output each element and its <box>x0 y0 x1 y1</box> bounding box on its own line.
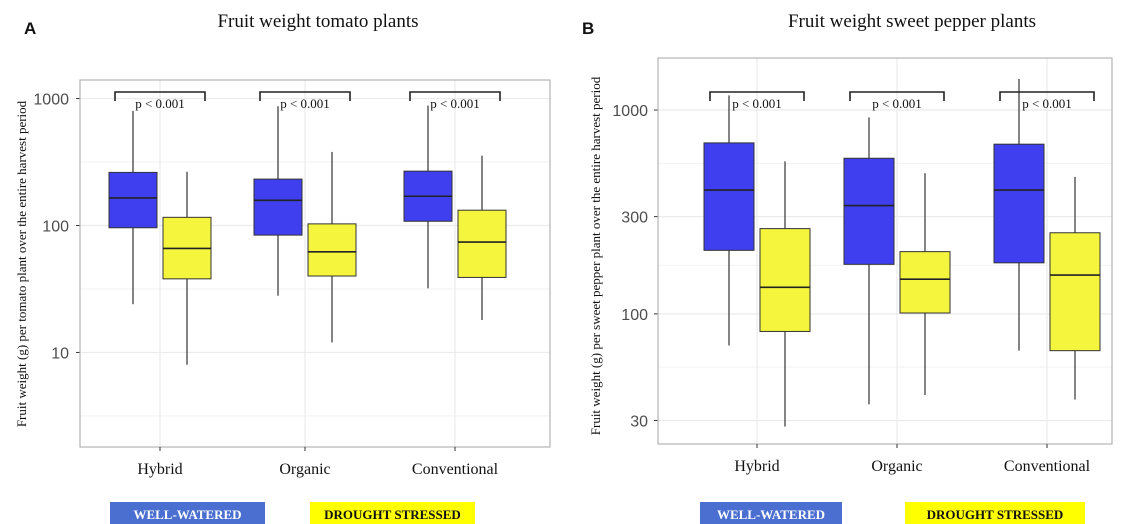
legend-well-watered-swatch <box>700 502 842 524</box>
box-drought-stressed <box>899 251 951 314</box>
box-drought-stressed <box>1049 232 1101 352</box>
panel-letter: B <box>582 19 594 38</box>
p-value-annotation: p < 0.001 <box>872 96 922 111</box>
y-tick-label: 100 <box>42 219 69 236</box>
box-well-watered <box>993 143 1045 264</box>
significance-bracket <box>259 91 351 101</box>
legend-well-watered-swatch <box>110 502 265 524</box>
x-tick-label: Conventional <box>1004 458 1091 475</box>
x-tick-label: Organic <box>871 458 922 475</box>
box-drought-stressed <box>759 228 811 332</box>
significance-bracket <box>709 91 805 101</box>
plot-border <box>79 79 551 448</box>
chart-title: Fruit weight sweet pepper plants <box>788 11 1036 32</box>
box-well-watered <box>703 142 755 251</box>
significance-bracket <box>409 91 501 101</box>
p-value-annotation: p < 0.001 <box>430 96 480 111</box>
y-tick-label: 1000 <box>33 92 69 109</box>
p-value-annotation: p < 0.001 <box>135 96 185 111</box>
plot-border <box>657 57 1113 445</box>
y-axis-label: Fruit weight (g) per tomato plant over t… <box>14 100 29 427</box>
x-tick-label: Hybrid <box>734 458 779 475</box>
significance-bracket <box>999 91 1095 101</box>
legend-well-watered-label: WELL-WATERED <box>133 507 241 522</box>
box-well-watered <box>843 157 895 265</box>
p-value-annotation: p < 0.001 <box>732 96 782 111</box>
legend-drought-stressed-label: DROUGHT STRESSED <box>927 507 1064 522</box>
box-well-watered <box>108 171 158 229</box>
x-tick-label: Hybrid <box>137 461 182 478</box>
p-value-annotation: p < 0.001 <box>1022 96 1072 111</box>
x-tick-label: Organic <box>279 461 330 478</box>
box-drought-stressed <box>457 209 507 278</box>
chart-title: Fruit weight tomato plants <box>217 11 418 32</box>
y-tick-label: 10 <box>51 345 69 362</box>
legend-well-watered-label: WELL-WATERED <box>717 507 825 522</box>
legend-drought-stressed-swatch <box>310 502 475 524</box>
legend-drought-stressed-swatch <box>905 502 1085 524</box>
p-value-annotation: p < 0.001 <box>280 96 330 111</box>
y-tick-label: 1000 <box>612 103 648 120</box>
y-tick-label: 30 <box>630 413 648 430</box>
legend-drought-stressed-label: DROUGHT STRESSED <box>324 507 461 522</box>
significance-bracket <box>114 91 206 101</box>
significance-bracket <box>849 91 945 101</box>
x-tick-label: Conventional <box>412 461 499 478</box>
y-tick-label: 300 <box>621 210 648 227</box>
y-axis-label: Fruit weight (g) per sweet pepper plant … <box>588 76 603 435</box>
box-well-watered <box>253 178 303 236</box>
y-tick-label: 100 <box>621 307 648 324</box>
panel-letter: A <box>24 19 36 38</box>
box-drought-stressed <box>307 223 357 277</box>
